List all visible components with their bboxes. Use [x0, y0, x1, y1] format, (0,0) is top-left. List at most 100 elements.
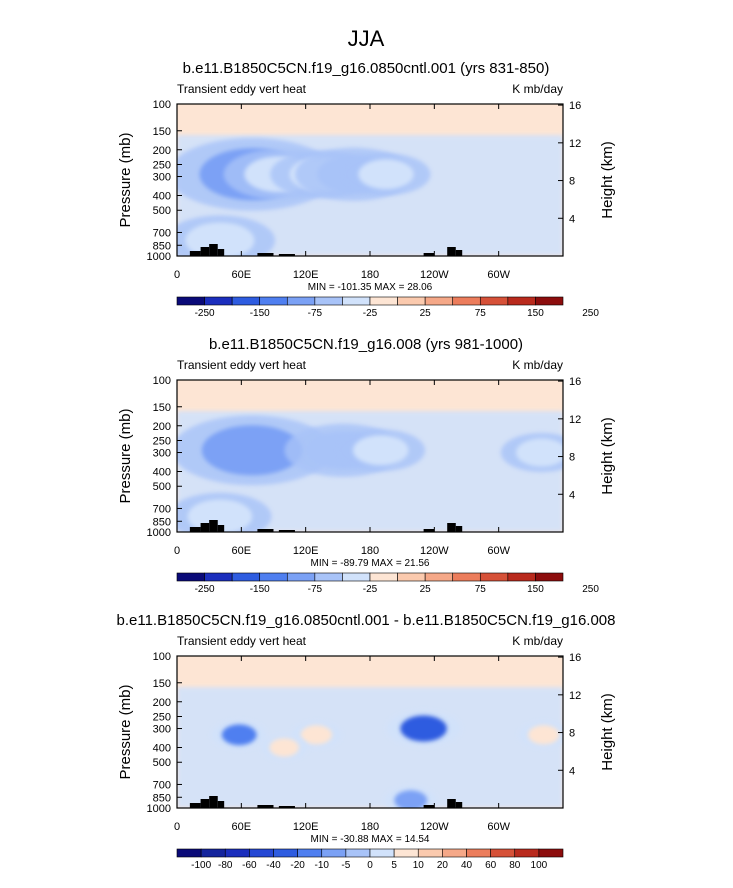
- topo-block: [257, 529, 274, 532]
- colorbar-swatch: [479, 296, 509, 306]
- field-cell: [358, 159, 414, 190]
- x-tick-label: 60E: [232, 545, 252, 557]
- colorbar-swatch: [176, 572, 205, 582]
- colorbar-label: 100: [531, 860, 548, 871]
- colorbar-swatch: [249, 848, 274, 858]
- y-tick-label: 1000: [147, 803, 171, 815]
- field-cell: [516, 438, 563, 467]
- colorbar-swatch: [321, 848, 347, 858]
- colorbar-label: 250: [582, 308, 599, 319]
- topography: [189, 244, 463, 256]
- x-tick-label: 60W: [487, 545, 510, 557]
- height-tick-label: 16: [569, 100, 581, 112]
- y-axis-title-right: Height (km): [599, 417, 616, 495]
- colorbar-swatch: [273, 848, 298, 858]
- min-max-stats: MIN = -89.79 MAX = 21.56: [311, 558, 430, 569]
- height-tick-label: 16: [569, 652, 581, 664]
- colorbar-label: -75: [308, 584, 323, 595]
- right-label: K mb/day: [512, 82, 563, 96]
- colorbar-label: 5: [391, 860, 397, 871]
- colorbar-label: -25: [363, 584, 378, 595]
- colorbar-label: -150: [250, 308, 270, 319]
- colorbar-swatch: [259, 296, 288, 306]
- colorbar-swatch: [507, 572, 536, 582]
- x-tick-label: 120E: [293, 821, 319, 833]
- y-tick-label: 200: [153, 697, 171, 709]
- y-tick-label: 100: [153, 651, 171, 663]
- y-tick-label: 400: [153, 191, 171, 203]
- colorbar-label: -250: [195, 308, 215, 319]
- field-cell: [300, 725, 332, 745]
- height-tick-label: 16: [569, 376, 581, 388]
- y-tick-label: 850: [153, 792, 171, 804]
- y-tick-label: 1000: [147, 527, 171, 539]
- topo-block: [447, 799, 456, 808]
- colorbar-swatch: [369, 296, 398, 306]
- topo-block: [217, 249, 225, 256]
- field: [177, 135, 563, 256]
- colorbar-label: -100: [191, 860, 211, 871]
- y-tick-label: 300: [153, 172, 171, 184]
- colorbar-label: 10: [413, 860, 425, 871]
- colorbar-label: -5: [341, 860, 350, 871]
- topo-block: [189, 251, 201, 256]
- colorbar-swatch: [231, 296, 261, 306]
- height-tick-label: 12: [569, 138, 581, 150]
- x-tick-label: 60W: [487, 821, 510, 833]
- panel-title: b.e11.B1850C5CN.f19_g16.0850cntl.001 (yr…: [183, 60, 550, 77]
- topo-block: [423, 529, 435, 532]
- x-tick-label: 180: [361, 545, 379, 557]
- topo-block: [278, 806, 295, 808]
- field-cell: [221, 724, 257, 746]
- colorbar-swatch: [176, 848, 202, 858]
- height-tick-label: 8: [569, 728, 575, 740]
- colorbar-swatch: [535, 296, 564, 306]
- right-label: K mb/day: [512, 634, 563, 648]
- topo-block: [423, 805, 435, 808]
- panel-title: b.e11.B1850C5CN.f19_g16.0850cntl.001 - b…: [117, 612, 616, 629]
- y-tick-label: 850: [153, 516, 171, 528]
- colorbar-label: -60: [242, 860, 257, 871]
- colorbar-label: 75: [475, 308, 487, 319]
- colorbar-label: 80: [509, 860, 521, 871]
- panels: b.e11.B1850C5CN.f19_g16.0850cntl.001 (yr…: [117, 60, 616, 871]
- colorbar-swatch: [490, 848, 516, 858]
- colorbar-swatch: [369, 848, 395, 858]
- y-tick-label: 250: [153, 159, 171, 171]
- y-tick-label: 400: [153, 743, 171, 755]
- topo-block: [209, 244, 218, 256]
- colorbar-label: -250: [195, 584, 215, 595]
- colorbar-swatch: [466, 848, 491, 858]
- y-tick-label: 700: [153, 227, 171, 239]
- colorbar-label: 40: [461, 860, 473, 871]
- colorbar-label: 250: [582, 584, 599, 595]
- height-tick-label: 8: [569, 176, 575, 188]
- x-tick-label: 120E: [293, 269, 319, 281]
- topo-block: [278, 530, 295, 532]
- colorbar-swatch: [342, 572, 371, 582]
- x-tick-label: 60W: [487, 269, 510, 281]
- colorbar-swatch: [452, 572, 481, 582]
- y-axis-title-right: Height (km): [599, 141, 616, 219]
- field-cell: [394, 790, 428, 808]
- y-tick-label: 300: [153, 724, 171, 736]
- colorbar-label: -10: [315, 860, 330, 871]
- height-tick-label: 8: [569, 452, 575, 464]
- panel-2: b.e11.B1850C5CN.f19_g16.008 (yrs 981-100…: [117, 336, 616, 595]
- height-tick-label: 12: [569, 690, 581, 702]
- y-tick-label: 250: [153, 711, 171, 723]
- panel-1: b.e11.B1850C5CN.f19_g16.0850cntl.001 (yr…: [117, 60, 616, 319]
- x-tick-label: 0: [174, 269, 180, 281]
- y-tick-label: 500: [153, 757, 171, 769]
- y-tick-label: 700: [153, 503, 171, 515]
- y-axis-title: Pressure (mb): [117, 132, 134, 227]
- y-tick-label: 250: [153, 435, 171, 447]
- colorbar-label: 0: [367, 860, 373, 871]
- colorbar-swatch: [204, 296, 233, 306]
- colorbar-label: 25: [420, 584, 432, 595]
- colorbar-swatch: [259, 572, 288, 582]
- colorbar-swatch: [442, 848, 467, 858]
- colorbar-label: -80: [218, 860, 233, 871]
- field-cell: [352, 435, 409, 466]
- topo-block: [257, 253, 274, 256]
